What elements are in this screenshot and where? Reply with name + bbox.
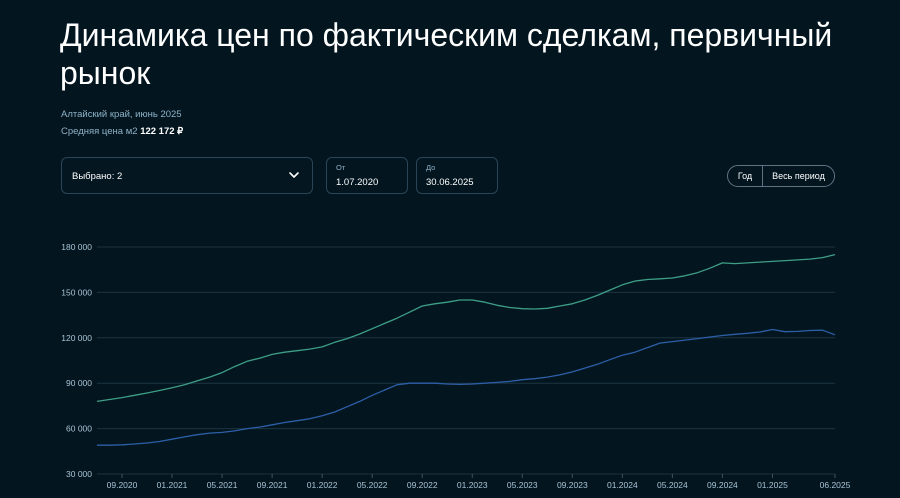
x-tick-label: 01.2023 <box>457 480 488 490</box>
x-tick-label: 09.2022 <box>407 480 438 490</box>
x-tick-label: 09.2020 <box>107 480 138 490</box>
y-tick-label: 120 000 <box>61 333 92 343</box>
x-tick-label: 01.2025 <box>757 480 788 490</box>
x-tick-label: 06.2025 <box>820 480 851 490</box>
x-tick-label: 09.2021 <box>257 480 288 490</box>
y-tick-label: 150 000 <box>61 287 92 297</box>
x-tick-label: 01.2024 <box>607 480 638 490</box>
y-tick-label: 30 000 <box>66 469 92 479</box>
series-line-1[interactable] <box>96 253 836 403</box>
x-tick-label: 09.2023 <box>557 480 588 490</box>
date-from-label: От <box>336 163 346 172</box>
period-year-button[interactable]: Год <box>728 166 763 186</box>
x-tick-label: 05.2023 <box>507 480 538 490</box>
page-title: Динамика цен по фактическим сделкам, пер… <box>60 17 833 91</box>
select-label: Выбрано: 2 <box>72 171 123 182</box>
period-toggle: Год Весь период <box>727 165 835 187</box>
y-tick-label: 60 000 <box>66 424 92 434</box>
x-tick-label: 01.2022 <box>307 480 338 490</box>
y-tick-label: 90 000 <box>66 378 92 388</box>
series-select-dropdown[interactable]: Выбрано: 2 <box>61 157 313 194</box>
date-to-value: 30.06.2025 <box>426 177 474 188</box>
period-all-button[interactable]: Весь период <box>772 171 825 181</box>
average-price-label: Средняя цена м2 <box>61 126 138 137</box>
date-from-input[interactable]: От 1.07.2020 <box>326 157 408 194</box>
date-from-value: 1.07.2020 <box>336 177 379 188</box>
x-tick-label: 01.2021 <box>157 480 188 490</box>
x-tick-label: 09.2024 <box>707 480 738 490</box>
series-line-2[interactable] <box>97 328 836 446</box>
x-tick-label: 05.2022 <box>357 480 388 490</box>
average-price-value: 122 172 ₽ <box>140 126 184 137</box>
x-tick-label: 05.2021 <box>207 480 238 490</box>
region-date: Алтайский край, июнь 2025 <box>61 109 182 120</box>
chevron-down-icon <box>289 172 299 178</box>
average-price: Средняя цена м2 122 172 ₽ <box>61 126 183 137</box>
x-tick-label: 05.2024 <box>657 480 688 490</box>
date-to-input[interactable]: До 30.06.2025 <box>416 157 498 194</box>
date-to-label: До <box>426 163 436 172</box>
y-tick-label: 180 000 <box>61 242 92 252</box>
